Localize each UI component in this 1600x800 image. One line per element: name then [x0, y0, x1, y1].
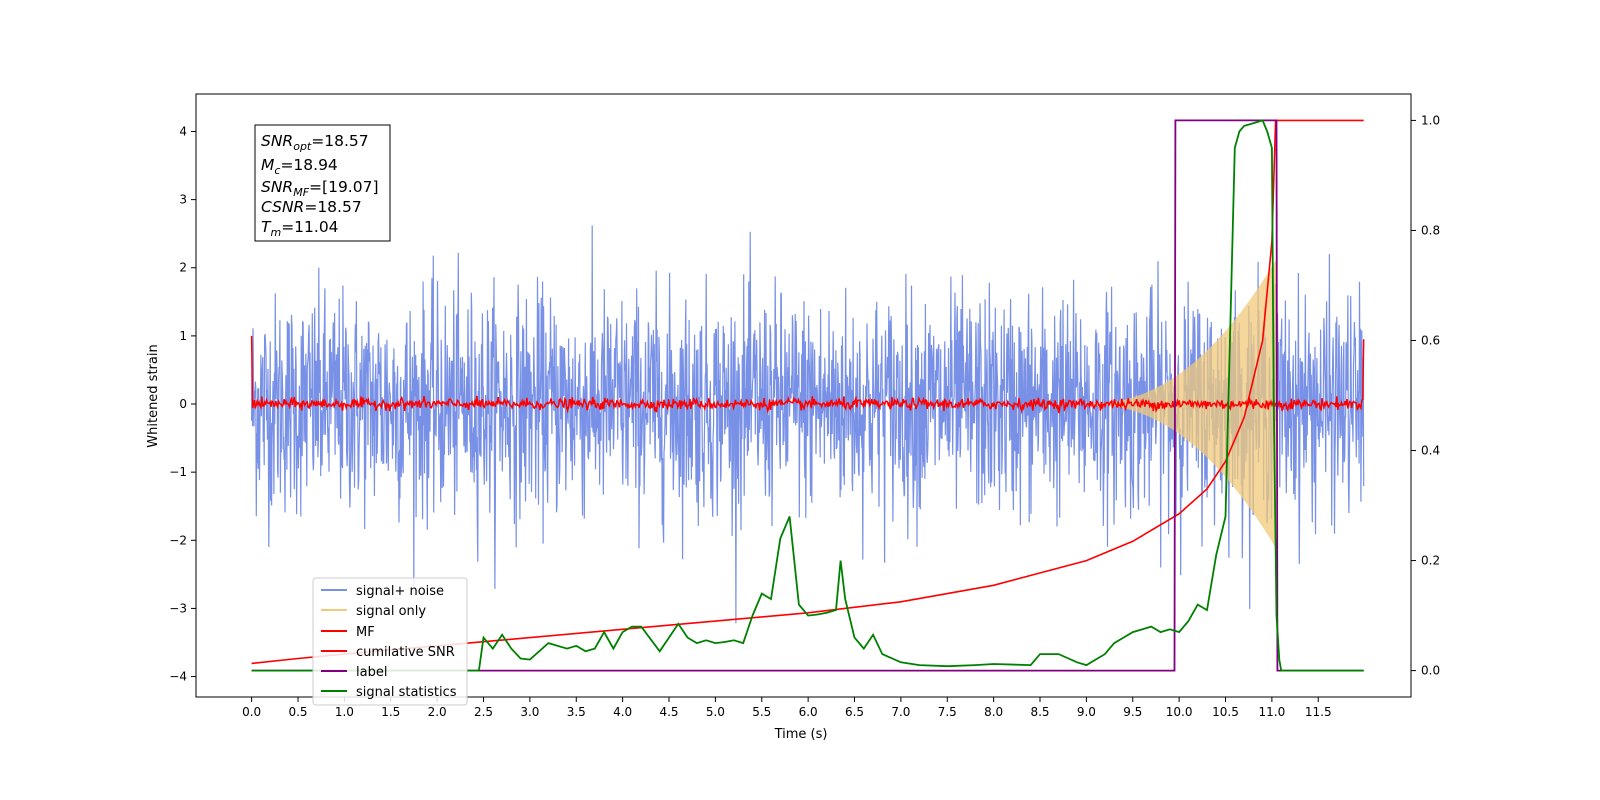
x-tick-label: 5.0 — [706, 705, 725, 719]
x-axis-ticks: 0.0 0.5 1.0 1.5 2.0 2.5 3.0 3.5 4.0 4.5 5.0 5.5 6.0 6… — [242, 697, 1332, 719]
x-axis-label: Time (s) — [774, 727, 828, 742]
y-tick-label: −1 — [169, 465, 187, 479]
x-tick-label: 9.0 — [1077, 705, 1096, 719]
y-tick-label: −2 — [169, 533, 187, 547]
legend: signal+ noise signal only MF cumilative … — [312, 577, 468, 706]
y2-tick-label: 0.0 — [1421, 664, 1440, 678]
x-tick-label: 6.5 — [845, 705, 864, 719]
x-tick-label: 0.5 — [288, 705, 307, 719]
info-tm: Tm=11.04 — [261, 218, 339, 239]
y2-tick-label: 0.2 — [1421, 554, 1440, 568]
x-tick-label: 0.0 — [242, 705, 261, 719]
x-tick-label: 11.0 — [1259, 705, 1286, 719]
x-tick-label: 9.5 — [1123, 705, 1142, 719]
x-tick-label: 8.5 — [1030, 705, 1049, 719]
info-snr-opt: SNRopt=18.57 — [261, 132, 369, 153]
y-tick-label: 3 — [179, 193, 187, 207]
y2-tick-label: 0.8 — [1421, 223, 1440, 237]
signal-statistics-series — [251, 119, 1364, 672]
x-tick-label: 6.0 — [799, 705, 818, 719]
x-tick-label: 1.0 — [335, 705, 354, 719]
legend-entry-mf: MF — [356, 625, 375, 640]
x-tick-label: 11.5 — [1305, 705, 1332, 719]
y-tick-label: −3 — [169, 601, 187, 615]
x-tick-label: 3.5 — [567, 705, 586, 719]
legend-entry-signal-only: signal only — [356, 604, 426, 619]
y-tick-label: 1 — [179, 329, 187, 343]
y-tick-label: 4 — [179, 124, 187, 138]
signal-noise-line — [251, 225, 1365, 624]
x-tick-label: 8.0 — [984, 705, 1003, 719]
mf-line — [250, 335, 1365, 414]
legend-entry-signal-noise: signal+ noise — [356, 584, 444, 599]
mf-series — [250, 335, 1365, 414]
x-tick-label: 10.0 — [1166, 705, 1193, 719]
signal-noise-series — [251, 225, 1365, 624]
info-box-frame — [254, 124, 391, 242]
legend-entry-signal-statistics: signal statistics — [356, 685, 457, 700]
x-tick-label: 7.0 — [891, 705, 910, 719]
x-tick-label: 1.5 — [381, 705, 400, 719]
info-box: SNRopt=18.57 Mc=18.94 SNRMF=[19.07] CSNR… — [254, 124, 391, 242]
x-tick-label: 2.0 — [428, 705, 447, 719]
y-tick-label: 2 — [179, 261, 187, 275]
x-tick-label: 4.5 — [659, 705, 678, 719]
y-tick-label: 0 — [179, 397, 187, 411]
y2-tick-label: 0.6 — [1421, 333, 1440, 347]
x-tick-label: 4.0 — [613, 705, 632, 719]
y-tick-label: −4 — [169, 670, 187, 684]
y-axis-ticks: 4 3 2 1 0 −1 −2 −3 −4 — [169, 124, 196, 684]
info-mc: Mc=18.94 — [261, 156, 338, 177]
signal-statistics-line — [251, 119, 1364, 672]
info-csnr: CSNR=18.57 — [261, 198, 362, 216]
x-tick-label: 5.5 — [752, 705, 771, 719]
y-axis-label: Whitened strain — [146, 344, 161, 447]
legend-entry-label: label — [356, 665, 387, 680]
x-tick-label: 2.5 — [474, 705, 493, 719]
legend-entry-cumulative-snr: cumilative SNR — [356, 645, 455, 660]
plot-frame — [195, 93, 1412, 698]
y2-tick-label: 1.0 — [1421, 113, 1440, 127]
info-snr-mf: SNRMF=[19.07] — [261, 178, 379, 199]
y2-tick-label: 0.4 — [1421, 444, 1440, 458]
x-tick-label: 7.5 — [938, 705, 957, 719]
y2-axis-ticks: 1.0 0.8 0.6 0.4 0.2 0.0 — [1411, 113, 1440, 678]
x-tick-label: 10.5 — [1212, 705, 1239, 719]
x-tick-label: 3.0 — [520, 705, 539, 719]
legend-frame — [312, 577, 468, 706]
